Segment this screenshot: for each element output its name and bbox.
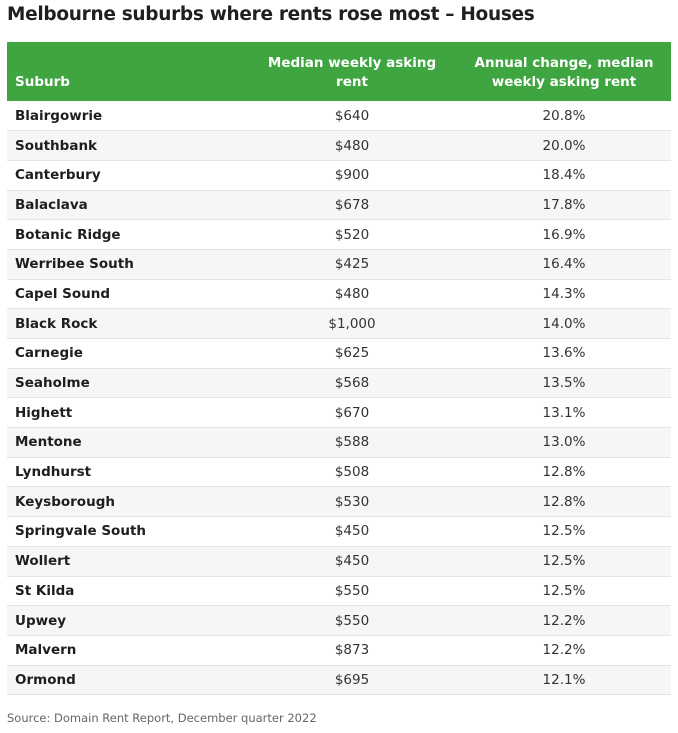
rent-table: Suburb Median weekly asking rent Annual … bbox=[7, 42, 671, 696]
change-cell: 13.6% bbox=[457, 338, 671, 369]
suburb-cell: Black Rock bbox=[7, 308, 247, 339]
rent-cell: $550 bbox=[247, 605, 457, 636]
suburb-cell: Werribee South bbox=[7, 249, 247, 280]
suburb-cell: Springvale South bbox=[7, 516, 247, 547]
change-cell: 12.2% bbox=[457, 635, 671, 666]
change-cell: 12.5% bbox=[457, 516, 671, 547]
table-row: Highett $670 13.1% bbox=[7, 397, 671, 429]
rent-cell: $670 bbox=[247, 397, 457, 429]
change-cell: 16.9% bbox=[457, 219, 671, 250]
rent-cell: $530 bbox=[247, 486, 457, 518]
rent-cell: $480 bbox=[247, 130, 457, 161]
change-cell: 14.3% bbox=[457, 279, 671, 310]
suburb-cell: Southbank bbox=[7, 130, 247, 161]
table-row: Werribee South $425 16.4% bbox=[7, 249, 671, 280]
table-row: Black Rock $1,000 14.0% bbox=[7, 308, 671, 339]
table-row: Carnegie $625 13.6% bbox=[7, 338, 671, 369]
change-cell: 14.0% bbox=[457, 308, 671, 339]
suburb-cell: Wollert bbox=[7, 546, 247, 577]
rent-cell: $640 bbox=[247, 101, 457, 132]
column-header-suburb: Suburb bbox=[7, 42, 247, 101]
rent-cell: $480 bbox=[247, 279, 457, 310]
table-row: Capel Sound $480 14.3% bbox=[7, 279, 671, 310]
rent-cell: $678 bbox=[247, 190, 457, 221]
change-cell: 12.2% bbox=[457, 605, 671, 636]
suburb-cell: Ormond bbox=[7, 665, 247, 696]
table-row: St Kilda $550 12.5% bbox=[7, 576, 671, 607]
suburb-cell: Blairgowrie bbox=[7, 101, 247, 132]
suburb-cell: Malvern bbox=[7, 635, 247, 666]
table-row: Southbank $480 20.0% bbox=[7, 130, 671, 161]
table-row: Balaclava $678 17.8% bbox=[7, 190, 671, 221]
change-cell: 13.5% bbox=[457, 368, 671, 399]
rent-cell: $550 bbox=[247, 576, 457, 607]
table-row: Wollert $450 12.5% bbox=[7, 546, 671, 577]
column-header-rent: Median weekly asking rent bbox=[247, 42, 457, 101]
table-header: Suburb Median weekly asking rent Annual … bbox=[7, 42, 671, 101]
source-note: Source: Domain Rent Report, December qua… bbox=[7, 711, 317, 725]
rent-cell: $873 bbox=[247, 635, 457, 666]
rent-cell: $695 bbox=[247, 665, 457, 696]
suburb-cell: Balaclava bbox=[7, 190, 247, 221]
table-row: Botanic Ridge $520 16.9% bbox=[7, 219, 671, 250]
suburb-cell: Upwey bbox=[7, 605, 247, 636]
suburb-cell: Canterbury bbox=[7, 160, 247, 191]
rent-cell: $1,000 bbox=[247, 308, 457, 339]
change-cell: 18.4% bbox=[457, 160, 671, 191]
change-cell: 13.0% bbox=[457, 427, 671, 458]
table-row: Springvale South $450 12.5% bbox=[7, 516, 671, 547]
rent-cell: $625 bbox=[247, 338, 457, 369]
change-cell: 12.8% bbox=[457, 486, 671, 518]
column-header-change: Annual change, median weekly asking rent bbox=[457, 42, 671, 101]
table-body: Blairgowrie $640 20.8% Southbank $480 20.0% Ca… bbox=[7, 101, 671, 696]
table-row: Upwey $550 12.2% bbox=[7, 605, 671, 636]
rent-cell: $900 bbox=[247, 160, 457, 191]
suburb-cell: Keysborough bbox=[7, 486, 247, 518]
change-cell: 20.0% bbox=[457, 130, 671, 161]
change-cell: 17.8% bbox=[457, 190, 671, 221]
change-cell: 12.8% bbox=[457, 457, 671, 488]
rent-cell: $588 bbox=[247, 427, 457, 458]
table-row: Malvern $873 12.2% bbox=[7, 635, 671, 666]
table-row: Seaholme $568 13.5% bbox=[7, 368, 671, 399]
suburb-cell: Highett bbox=[7, 397, 247, 429]
table-row: Blairgowrie $640 20.8% bbox=[7, 101, 671, 132]
change-cell: 12.5% bbox=[457, 546, 671, 577]
rent-cell: $520 bbox=[247, 219, 457, 250]
rent-cell: $450 bbox=[247, 546, 457, 577]
page-title: Melbourne suburbs where rents rose most … bbox=[7, 4, 535, 25]
suburb-cell: Seaholme bbox=[7, 368, 247, 399]
change-cell: 16.4% bbox=[457, 249, 671, 280]
change-cell: 20.8% bbox=[457, 101, 671, 132]
table-row: Lyndhurst $508 12.8% bbox=[7, 457, 671, 488]
rent-cell: $425 bbox=[247, 249, 457, 280]
rent-cell: $568 bbox=[247, 368, 457, 399]
table-row: Keysborough $530 12.8% bbox=[7, 486, 671, 518]
suburb-cell: Lyndhurst bbox=[7, 457, 247, 488]
suburb-cell: Botanic Ridge bbox=[7, 219, 247, 250]
table-row: Ormond $695 12.1% bbox=[7, 665, 671, 696]
rent-cell: $450 bbox=[247, 516, 457, 547]
table-row: Canterbury $900 18.4% bbox=[7, 160, 671, 191]
rent-cell: $508 bbox=[247, 457, 457, 488]
suburb-cell: Capel Sound bbox=[7, 279, 247, 310]
suburb-cell: Mentone bbox=[7, 427, 247, 458]
header-row: Suburb Median weekly asking rent Annual … bbox=[7, 42, 671, 101]
suburb-cell: Carnegie bbox=[7, 338, 247, 369]
suburb-cell: St Kilda bbox=[7, 576, 247, 607]
table-row: Mentone $588 13.0% bbox=[7, 427, 671, 458]
change-cell: 12.1% bbox=[457, 665, 671, 696]
change-cell: 12.5% bbox=[457, 576, 671, 607]
change-cell: 13.1% bbox=[457, 397, 671, 429]
